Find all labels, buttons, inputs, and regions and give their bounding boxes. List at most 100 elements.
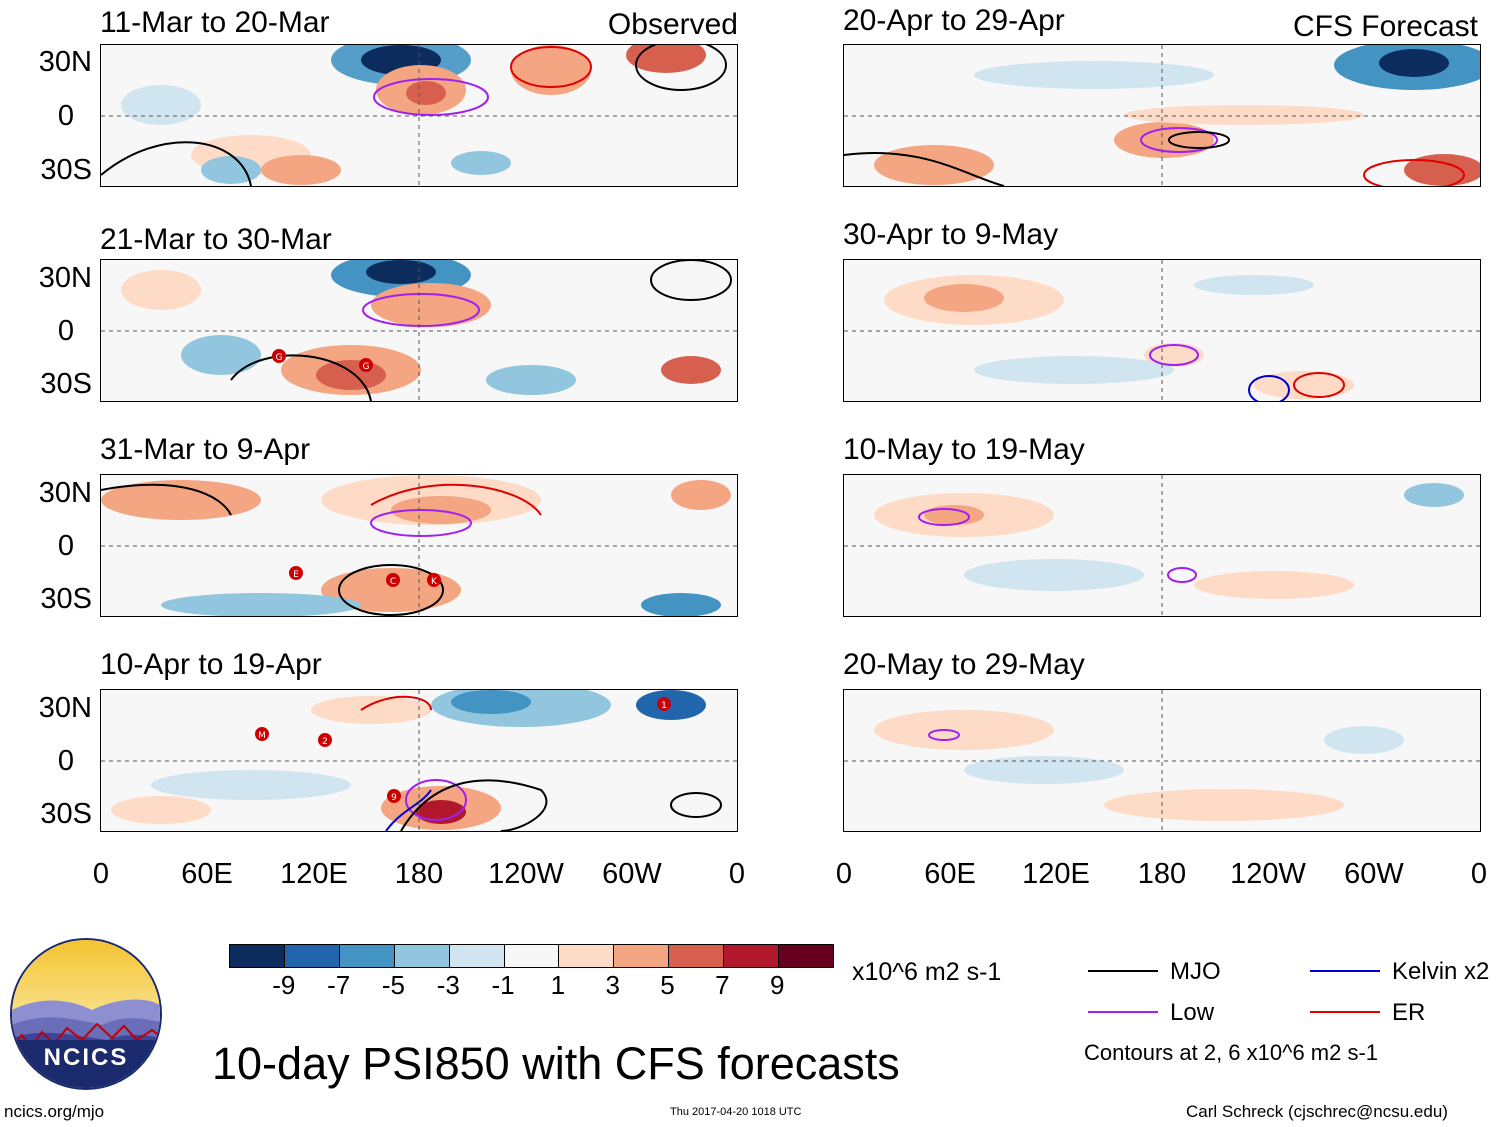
colorbar-tick-label: -3 xyxy=(436,970,460,1000)
map-svg xyxy=(101,475,737,616)
map-panel-2 xyxy=(843,44,1481,187)
storm-marker: G xyxy=(359,358,373,372)
svg-text:9: 9 xyxy=(391,793,397,803)
colorbar xyxy=(229,944,834,968)
lat-label-30s: 30S xyxy=(40,798,92,830)
lon-label-right-60e: 60E xyxy=(924,858,976,890)
lat-label-30n: 30N xyxy=(38,262,92,294)
lon-label-right-180: 180 xyxy=(1137,858,1187,890)
footer-credit: Carl Schreck (cjschrec@ncsu.edu) xyxy=(1186,1102,1448,1121)
colorbar-swatch xyxy=(723,945,779,967)
ncics-logo: NCICS xyxy=(10,938,162,1090)
lon-label-left-120w: 120W xyxy=(488,858,564,890)
lon-label-right-0: 0 xyxy=(835,858,853,890)
svg-text:C: C xyxy=(390,577,396,587)
map-svg xyxy=(844,45,1480,186)
map-panel-4 xyxy=(843,259,1481,402)
map-svg xyxy=(844,690,1480,831)
colorbar-tick-label: 1 xyxy=(550,970,566,1000)
panel-title-6: 10-May to 19-May xyxy=(843,433,1085,466)
panel-title-5: 31-Mar to 9-Apr xyxy=(100,433,311,466)
storm-marker: 2 xyxy=(318,733,332,747)
logo-text: NCICS xyxy=(43,1044,129,1071)
panel-tag-cfs-forecast: CFS Forecast xyxy=(1292,10,1478,43)
lon-label-right-120e: 120E xyxy=(1022,858,1090,890)
map-panel-7 xyxy=(100,689,738,832)
colorbar-tick-label: 9 xyxy=(769,970,785,1000)
colorbar-swatch xyxy=(668,945,724,967)
contours-note: Contours at 2, 6 x10^6 m2 s-1 xyxy=(1084,1040,1379,1065)
panel-title-3: 21-Mar to 30-Mar xyxy=(100,223,332,256)
colorbar-tick-label: 5 xyxy=(660,970,675,1000)
colorbar-tick-label: 3 xyxy=(605,970,620,1000)
lon-label-left-180: 180 xyxy=(394,858,444,890)
legend-line-er xyxy=(1310,1011,1380,1013)
storm-marker: C xyxy=(386,573,400,587)
storm-marker: 9 xyxy=(387,789,401,803)
colorbar-swatch xyxy=(230,945,284,967)
panel-title-4: 30-Apr to 9-May xyxy=(843,218,1059,251)
map-svg xyxy=(844,475,1480,616)
svg-text:E: E xyxy=(293,570,299,580)
legend-line-low xyxy=(1088,1011,1158,1013)
lat-label-30n: 30N xyxy=(38,46,92,78)
lon-label-left-120e: 120E xyxy=(280,858,348,890)
colorbar-swatch xyxy=(558,945,614,967)
colorbar-swatch xyxy=(338,945,394,967)
storm-marker: G xyxy=(272,349,286,363)
storm-marker: 1 xyxy=(657,697,671,711)
logo-graphic xyxy=(12,940,160,1088)
map-panel-6 xyxy=(843,474,1481,617)
lat-label-30s: 30S xyxy=(40,583,92,615)
colorbar-tick-label: -7 xyxy=(327,970,351,1000)
map-svg xyxy=(844,260,1480,401)
legend-label-er: ER xyxy=(1392,999,1426,1026)
lon-label-right-120w: 120W xyxy=(1230,858,1306,890)
panel-title-2: 20-Apr to 29-Apr xyxy=(843,4,1065,37)
lon-label-left-60w: 60W xyxy=(602,858,662,890)
svg-text:1: 1 xyxy=(661,701,667,711)
map-svg xyxy=(101,260,737,401)
lat-label-0: 0 xyxy=(57,745,74,777)
colorbar-tick-label: 7 xyxy=(715,970,730,1000)
colorbar-swatch xyxy=(448,945,504,967)
panel-title-7: 10-Apr to 19-Apr xyxy=(100,648,322,681)
panel-tag-observed: Observed xyxy=(607,8,738,41)
svg-text:2: 2 xyxy=(322,737,328,747)
storm-marker: K xyxy=(427,573,441,587)
legend-label-low: Low xyxy=(1170,999,1215,1026)
lon-label-right-60w: 60W xyxy=(1344,858,1404,890)
panel-title-8: 20-May to 29-May xyxy=(843,648,1085,681)
colorbar-tick-label: -5 xyxy=(381,970,406,1000)
legend-line-mjo xyxy=(1088,970,1158,972)
legend-line-kelvin xyxy=(1310,970,1380,972)
colorbar-swatch xyxy=(613,945,669,967)
lon-label-left-60e: 60E xyxy=(181,858,233,890)
map-panel-3 xyxy=(100,259,738,402)
lat-label-30s: 30S xyxy=(40,368,92,400)
svg-text:G: G xyxy=(363,362,370,372)
panel-title-1: 11-Mar to 20-Mar xyxy=(100,6,330,39)
main-title: 10-day PSI850 with CFS forecasts xyxy=(212,1038,900,1089)
legend-label-mjo: MJO xyxy=(1170,958,1221,985)
lat-label-0: 0 xyxy=(57,530,74,562)
lon-label-right-0-end: 0 xyxy=(1470,858,1488,890)
lat-label-30n: 30N xyxy=(38,692,92,724)
storm-marker: E xyxy=(289,566,303,580)
svg-text:K: K xyxy=(431,577,438,587)
map-svg xyxy=(101,45,737,186)
lat-label-30n: 30N xyxy=(38,477,92,509)
footer-url: ncics.org/mjo xyxy=(4,1102,105,1121)
colorbar-tick-label: -9 xyxy=(272,970,296,1000)
lat-label-0: 0 xyxy=(57,315,74,347)
colorbar-swatch xyxy=(503,945,559,967)
lon-label-left-0-end: 0 xyxy=(728,858,746,890)
lat-label-30s: 30S xyxy=(40,154,92,186)
colorbar-swatch xyxy=(393,945,449,967)
map-panel-5 xyxy=(100,474,738,617)
svg-text:M: M xyxy=(258,731,266,741)
legend-label-kelvin: Kelvin x2 xyxy=(1392,958,1490,985)
colorbar-swatch xyxy=(778,945,833,967)
lon-label-left-0: 0 xyxy=(92,858,110,890)
colorbar-swatch xyxy=(283,945,339,967)
